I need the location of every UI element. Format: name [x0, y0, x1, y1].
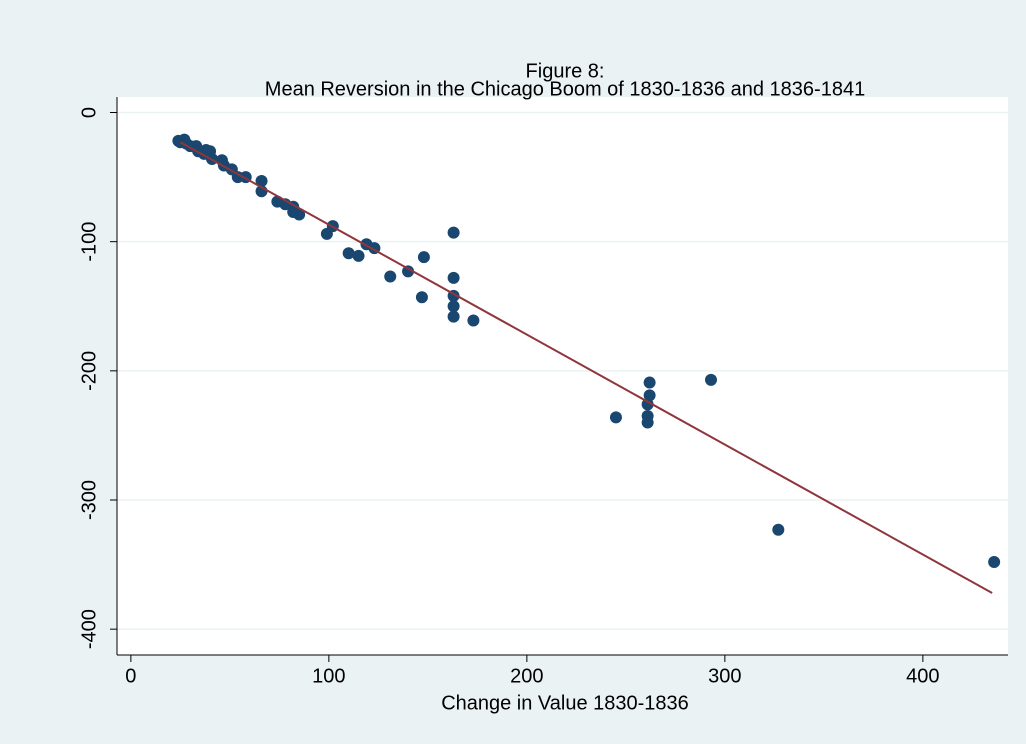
x-tick-label: 200 [510, 665, 543, 687]
y-tick-label: 0 [78, 107, 100, 118]
point [415, 291, 428, 304]
point [447, 300, 460, 313]
point [255, 174, 268, 187]
point [772, 523, 785, 536]
point [384, 270, 397, 283]
point [705, 373, 717, 386]
point [643, 389, 656, 402]
point [447, 310, 460, 323]
point [402, 265, 415, 278]
y-tick-label: -100 [78, 222, 100, 262]
y-tick-label: -200 [78, 351, 100, 391]
fit-line [179, 141, 993, 594]
point [447, 271, 460, 284]
point [293, 208, 306, 221]
point [609, 411, 622, 424]
chart-title: Figure 8: [526, 60, 605, 82]
point [643, 376, 656, 389]
point [467, 314, 480, 327]
point [417, 251, 430, 264]
x-tick-label: 400 [906, 665, 939, 687]
point [447, 226, 460, 239]
point [342, 247, 355, 260]
x-tick-label: 0 [125, 665, 136, 687]
point [988, 556, 1001, 568]
y-tick-label: -400 [78, 609, 100, 649]
point [641, 398, 654, 411]
chart-subtitle: Mean Reversion in the Chicago Boom of 18… [265, 78, 865, 100]
x-tick-label: 100 [312, 665, 345, 687]
x-axis-label: Change in Value 1830-1836 [441, 692, 689, 714]
point [352, 249, 365, 262]
y-tick-label: -300 [78, 480, 100, 520]
x-tick-label: 300 [708, 665, 741, 687]
point [641, 416, 654, 429]
